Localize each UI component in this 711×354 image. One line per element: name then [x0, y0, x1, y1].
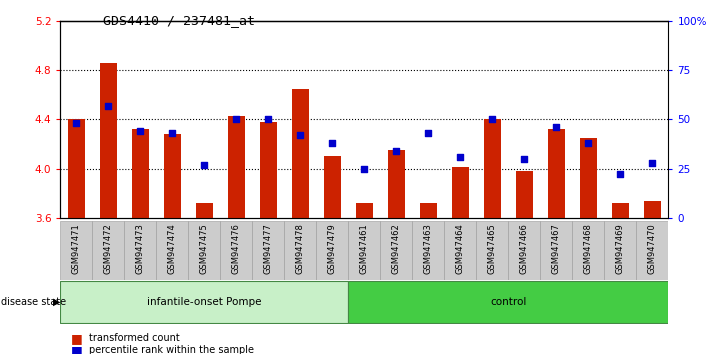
Bar: [60, 221, 92, 280]
Bar: [252, 221, 284, 280]
Text: ■: ■: [71, 344, 83, 354]
Bar: [579, 138, 597, 218]
Bar: [324, 156, 341, 218]
Text: GSM947473: GSM947473: [136, 223, 145, 274]
Text: control: control: [490, 297, 527, 307]
Bar: [284, 221, 316, 280]
Text: percentile rank within the sample: percentile rank within the sample: [89, 346, 254, 354]
Bar: [643, 200, 661, 218]
Point: [262, 117, 274, 122]
Point: [71, 121, 82, 126]
Bar: [92, 221, 124, 280]
Text: GSM947466: GSM947466: [520, 223, 529, 274]
Point: [455, 154, 466, 160]
Point: [294, 132, 306, 138]
FancyBboxPatch shape: [60, 280, 348, 323]
Bar: [164, 134, 181, 218]
Text: infantile-onset Pompe: infantile-onset Pompe: [147, 297, 262, 307]
Text: GSM947467: GSM947467: [552, 223, 561, 274]
Bar: [292, 89, 309, 218]
Point: [198, 162, 210, 167]
Point: [647, 160, 658, 166]
Bar: [419, 203, 437, 218]
Text: GSM947472: GSM947472: [104, 223, 113, 274]
Bar: [100, 63, 117, 218]
Bar: [316, 221, 348, 280]
Bar: [387, 150, 405, 218]
Point: [518, 156, 530, 161]
Point: [614, 172, 626, 177]
Bar: [636, 221, 668, 280]
Bar: [220, 221, 252, 280]
Point: [583, 140, 594, 146]
Point: [422, 130, 434, 136]
Bar: [124, 221, 156, 280]
Text: GSM947465: GSM947465: [488, 223, 497, 274]
Bar: [611, 203, 629, 218]
Text: GSM947474: GSM947474: [168, 223, 177, 274]
Bar: [188, 221, 220, 280]
Bar: [508, 221, 540, 280]
Bar: [68, 119, 85, 218]
Text: GSM947476: GSM947476: [232, 223, 241, 274]
Bar: [228, 116, 245, 218]
Bar: [196, 203, 213, 218]
Bar: [380, 221, 412, 280]
Point: [358, 166, 370, 171]
Bar: [444, 221, 476, 280]
Text: GDS4410 / 237481_at: GDS4410 / 237481_at: [103, 14, 255, 27]
Bar: [476, 221, 508, 280]
Point: [103, 103, 114, 109]
Bar: [515, 171, 533, 218]
Text: GSM947464: GSM947464: [456, 223, 465, 274]
Point: [230, 117, 242, 122]
Bar: [483, 119, 501, 218]
Point: [135, 129, 146, 134]
Bar: [540, 221, 572, 280]
Text: transformed count: transformed count: [89, 333, 180, 343]
Text: GSM947463: GSM947463: [424, 223, 433, 274]
FancyBboxPatch shape: [348, 280, 668, 323]
Text: GSM947478: GSM947478: [296, 223, 305, 274]
Point: [550, 125, 562, 130]
Text: GSM947477: GSM947477: [264, 223, 273, 274]
Text: GSM947462: GSM947462: [392, 223, 401, 274]
Bar: [356, 203, 373, 218]
Bar: [412, 221, 444, 280]
Bar: [156, 221, 188, 280]
Bar: [572, 221, 604, 280]
Bar: [604, 221, 636, 280]
Bar: [132, 129, 149, 218]
Text: GSM947468: GSM947468: [584, 223, 593, 274]
Bar: [451, 167, 469, 218]
Text: GSM947469: GSM947469: [616, 223, 625, 274]
Text: ▶: ▶: [53, 297, 60, 307]
Bar: [547, 129, 565, 218]
Point: [326, 140, 338, 146]
Bar: [260, 122, 277, 218]
Text: disease state: disease state: [1, 297, 67, 307]
Text: GSM947461: GSM947461: [360, 223, 369, 274]
Point: [166, 130, 178, 136]
Text: GSM947471: GSM947471: [72, 223, 81, 274]
Bar: [348, 221, 380, 280]
Text: GSM947470: GSM947470: [648, 223, 657, 274]
Text: GSM947475: GSM947475: [200, 223, 209, 274]
Text: GSM947479: GSM947479: [328, 223, 337, 274]
Point: [391, 148, 402, 154]
Point: [486, 117, 498, 122]
Text: ■: ■: [71, 332, 83, 344]
